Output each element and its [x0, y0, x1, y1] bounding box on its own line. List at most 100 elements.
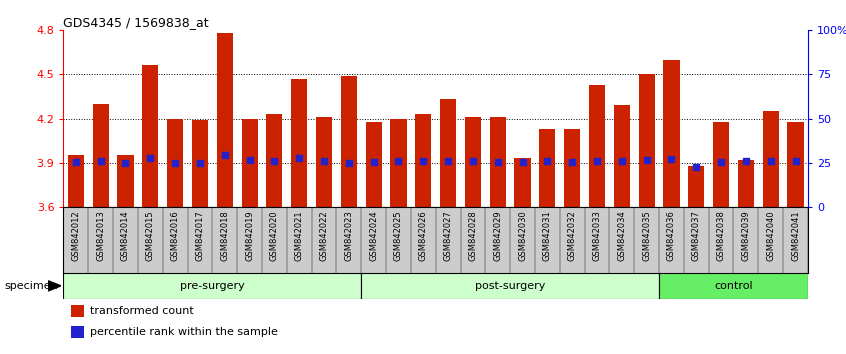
Bar [266, 114, 283, 207]
Point [565, 159, 579, 165]
Point [442, 158, 455, 164]
Bar [361, 273, 659, 299]
Point [739, 159, 753, 164]
Point [591, 158, 604, 164]
Bar [713, 121, 729, 207]
Point [392, 158, 405, 164]
Text: GSM842041: GSM842041 [791, 210, 800, 261]
Bar [192, 120, 208, 207]
Bar [63, 273, 361, 299]
Text: GSM842020: GSM842020 [270, 210, 279, 261]
Point [144, 155, 157, 161]
Bar [589, 85, 605, 207]
Text: GSM842037: GSM842037 [692, 210, 700, 261]
Point [516, 159, 530, 165]
Point [118, 160, 132, 166]
Point [69, 159, 83, 165]
Bar [365, 121, 382, 207]
Text: GSM842026: GSM842026 [419, 210, 428, 261]
Text: GSM842035: GSM842035 [642, 210, 651, 261]
Point [342, 160, 355, 166]
Text: control: control [714, 281, 753, 291]
Text: transformed count: transformed count [90, 306, 193, 316]
Point [317, 158, 331, 164]
Bar [241, 119, 258, 207]
Point [218, 153, 232, 158]
Bar [788, 121, 804, 207]
Point [243, 157, 256, 163]
Text: GSM842038: GSM842038 [717, 210, 726, 261]
Text: GSM842029: GSM842029 [493, 210, 503, 261]
Bar [341, 76, 357, 207]
Text: GSM842017: GSM842017 [195, 210, 205, 261]
Text: GSM842034: GSM842034 [618, 210, 626, 261]
Text: GSM842036: GSM842036 [667, 210, 676, 261]
Text: GSM842019: GSM842019 [245, 210, 254, 261]
Bar [415, 114, 431, 207]
Text: GSM842018: GSM842018 [220, 210, 229, 261]
Polygon shape [48, 281, 61, 291]
Text: GSM842039: GSM842039 [741, 210, 750, 261]
Bar [464, 117, 481, 207]
Bar [688, 166, 705, 207]
Bar [142, 65, 158, 207]
Point [689, 164, 703, 169]
Text: GSM842033: GSM842033 [592, 210, 602, 261]
Bar [514, 158, 530, 207]
Bar [291, 79, 307, 207]
Text: GSM842028: GSM842028 [469, 210, 477, 261]
Text: GSM842015: GSM842015 [146, 210, 155, 261]
Text: GSM842012: GSM842012 [71, 210, 80, 261]
Text: GSM842025: GSM842025 [394, 210, 403, 261]
Bar [539, 129, 556, 207]
Point [293, 155, 306, 161]
Bar [659, 273, 808, 299]
Text: GSM842016: GSM842016 [171, 210, 179, 261]
Text: GSM842023: GSM842023 [344, 210, 354, 261]
Bar [440, 99, 456, 207]
Point [367, 159, 381, 165]
Text: GSM842030: GSM842030 [518, 210, 527, 261]
Bar [564, 129, 580, 207]
Point [541, 158, 554, 164]
Point [615, 158, 629, 164]
Text: GSM842021: GSM842021 [294, 210, 304, 261]
Bar [639, 74, 655, 207]
Bar [613, 105, 630, 207]
Bar [217, 33, 233, 207]
Bar [167, 119, 184, 207]
Bar [762, 111, 779, 207]
Text: GSM842014: GSM842014 [121, 210, 130, 261]
Point [267, 158, 281, 164]
Bar [490, 117, 506, 207]
Text: GSM842032: GSM842032 [568, 210, 577, 261]
Bar [71, 305, 85, 317]
Point [416, 158, 430, 164]
Text: GSM842040: GSM842040 [766, 210, 775, 261]
Text: pre-surgery: pre-surgery [180, 281, 244, 291]
Point [168, 160, 182, 166]
Text: GSM842024: GSM842024 [369, 210, 378, 261]
Text: GSM842013: GSM842013 [96, 210, 105, 261]
Bar [316, 117, 332, 207]
Bar [71, 326, 85, 338]
Point [764, 158, 777, 164]
Text: GDS4345 / 1569838_at: GDS4345 / 1569838_at [63, 16, 208, 29]
Point [714, 159, 728, 165]
Text: GSM842027: GSM842027 [443, 210, 453, 261]
Bar [390, 119, 407, 207]
Point [466, 158, 480, 164]
Bar [118, 155, 134, 207]
Bar [92, 104, 109, 207]
Point [788, 158, 802, 164]
Point [640, 157, 653, 163]
Text: post-surgery: post-surgery [475, 281, 546, 291]
Point [94, 158, 107, 164]
Point [665, 156, 678, 162]
Point [193, 160, 206, 166]
Point [491, 159, 504, 165]
Bar [663, 59, 679, 207]
Bar [68, 155, 84, 207]
Text: GSM842031: GSM842031 [543, 210, 552, 261]
Text: specimen: specimen [4, 281, 58, 291]
